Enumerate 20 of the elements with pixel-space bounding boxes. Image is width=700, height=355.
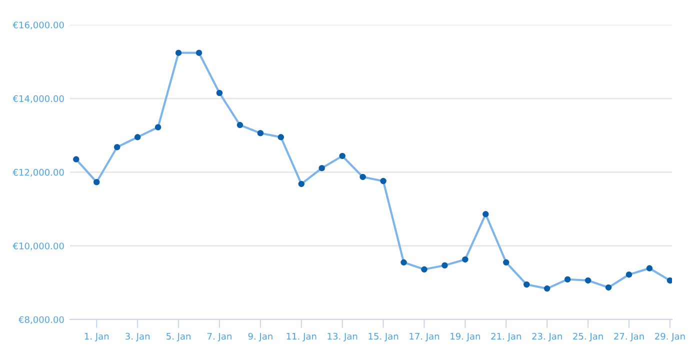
- y-tick-label: €10,000.00: [12, 242, 64, 250]
- x-tick-label: 21. Jan: [491, 332, 521, 342]
- x-tick-label: 1. Jan: [84, 332, 109, 342]
- y-tick-label: €16,000.00: [12, 22, 64, 30]
- x-tick-label: 15. Jan: [368, 332, 398, 342]
- x-tick-label: 23. Jan: [532, 332, 562, 342]
- x-tick-label: 25. Jan: [573, 332, 603, 342]
- x-tick-label: 3. Jan: [126, 332, 150, 342]
- x-tick-label: 7. Jan: [208, 332, 232, 342]
- x-tick-label: 29. Jan: [655, 332, 685, 342]
- x-tick-label: 5. Jan: [166, 332, 190, 342]
- y-tick-label: €12,000.00: [12, 168, 64, 177]
- x-tick-label: 13. Jan: [328, 332, 358, 342]
- y-tick-label: €14,000.00: [12, 95, 64, 103]
- y-tick-label: €8,000.00: [18, 316, 64, 324]
- x-tick-label: 9. Jan: [248, 332, 272, 342]
- x-tick-label: 17. Jan: [410, 332, 440, 342]
- x-tick-label: 11. Jan: [286, 332, 316, 342]
- x-tick-label: 19. Jan: [450, 332, 480, 342]
- x-tick-label: 27. Jan: [614, 332, 644, 342]
